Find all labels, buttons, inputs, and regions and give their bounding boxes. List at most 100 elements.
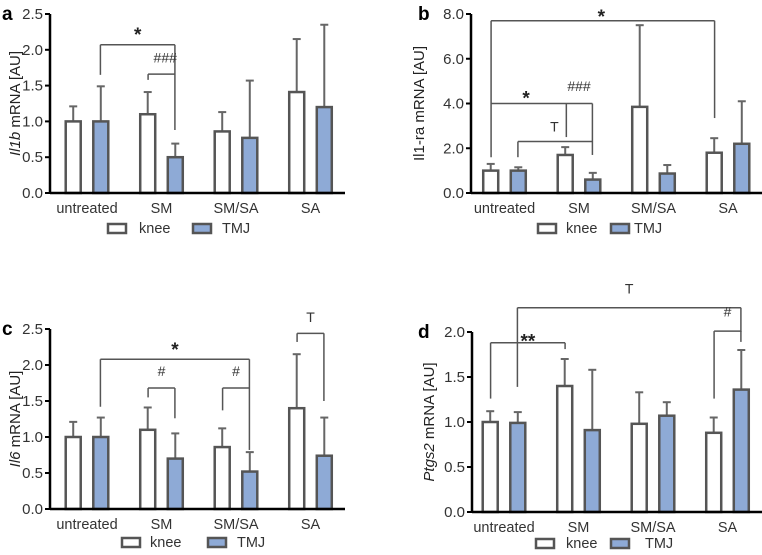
significance-label: ###	[567, 78, 591, 94]
x-tick-label: SM/SA	[631, 201, 676, 217]
bar-tmj-sm-sa	[658, 414, 676, 514]
y-tick-label: 6.0	[443, 51, 464, 68]
x-tick-label: SM	[568, 201, 590, 217]
panel-d: d Ptgs2 mRNA [AU] 0.0 0.5 1.0 1.5 2.0 untreated…	[418, 280, 762, 552]
y-tick-label: 1.0	[22, 113, 43, 130]
y-tick-label: 1.0	[22, 429, 43, 446]
bar-knee-sm-sa	[630, 105, 649, 195]
bar-knee-sm	[556, 153, 574, 195]
y-tick-label: 2.5	[22, 321, 43, 338]
y-axis-label-gene: Il6	[7, 451, 24, 468]
y-axis-label: Il1b mRNA [AU]	[7, 51, 24, 156]
significance-label: T	[306, 309, 315, 325]
bar-knee-sa	[704, 431, 723, 514]
y-tick-label: 2.0	[22, 357, 43, 374]
bar-tmj-sm-sa	[658, 172, 677, 195]
x-tick-label: SM/SA	[213, 201, 258, 217]
x-tick-label: SM	[151, 517, 173, 533]
bar-tmj-untreated	[509, 169, 528, 195]
x-tick-label: SM/SA	[213, 517, 258, 533]
significance-label: #	[158, 363, 166, 379]
bar-knee-sm	[555, 384, 574, 514]
bar-tmj-sm	[583, 428, 602, 514]
legend-swatch-knee	[106, 222, 128, 235]
y-tick-label: 0.0	[22, 501, 43, 518]
y-tick-label: 2.5	[22, 6, 43, 23]
bar-tmj-sm-sa	[241, 470, 259, 511]
legend-swatch-knee	[534, 537, 556, 550]
bar-tmj-untreated	[509, 421, 527, 514]
y-tick-label: 0.5	[22, 149, 43, 166]
legend-label-knee: knee	[139, 221, 170, 237]
x-tick-label: untreated	[474, 201, 535, 217]
legend-label-tmj: TMJ	[237, 535, 265, 551]
legend-swatch-tmj	[191, 222, 213, 235]
panel-letter: b	[418, 4, 430, 25]
y-tick-label: 2.0	[443, 140, 464, 157]
legend-swatch-tmj	[609, 222, 631, 235]
panel-letter: d	[418, 322, 430, 343]
significance-label: **	[520, 331, 535, 352]
y-tick-label: 1.5	[444, 369, 465, 386]
significance-label: *	[598, 7, 606, 28]
legend-label-tmj: TMJ	[634, 221, 662, 237]
y-tick-label: 0.0	[443, 185, 464, 202]
y-tick-label: 2.0	[444, 324, 465, 341]
bar-tmj-sm-sa	[241, 136, 259, 195]
significance-label: ###	[154, 50, 178, 66]
bar-knee-untreated	[64, 120, 82, 195]
bar-tmj-sm	[166, 457, 185, 511]
bar-tmj-untreated	[92, 435, 110, 511]
legend-swatch-knee	[120, 536, 142, 549]
bar-knee-sa	[705, 151, 723, 195]
x-tick-label: SM/SA	[630, 520, 675, 536]
bar-knee-sm	[138, 112, 157, 195]
x-tick-label: SA	[301, 201, 321, 217]
y-axis-label-unit: Il1-ra mRNA [AU]	[411, 46, 428, 161]
x-tick-label: SM	[568, 520, 590, 536]
legend-label-knee: knee	[566, 221, 597, 237]
bar-tmj-sm	[166, 155, 185, 195]
legend-swatch-knee	[536, 222, 558, 235]
legend-swatch-tmj	[206, 536, 228, 549]
significance-label: T	[625, 280, 634, 296]
x-tick-label: untreated	[56, 517, 117, 533]
x-tick-label: SM	[151, 201, 173, 217]
y-tick-label: 1.0	[444, 414, 465, 431]
y-axis-label-gene: Il1b	[7, 132, 24, 156]
legend-label-knee: knee	[150, 535, 181, 551]
y-axis-label: Il6 mRNA [AU]	[7, 371, 24, 468]
x-tick-label: SA	[718, 520, 738, 536]
bar-knee-sa	[287, 406, 306, 511]
y-tick-label: 4.0	[443, 96, 464, 113]
y-axis-label-unit: mRNA [AU]	[7, 51, 24, 132]
y-tick-label: 1.5	[22, 78, 43, 95]
bar-knee-sm-sa	[213, 445, 231, 511]
bar-knee-sm-sa	[213, 130, 231, 195]
significance-label: *	[522, 89, 530, 110]
x-tick-label: untreated	[56, 201, 117, 217]
bar-tmj-sa	[733, 142, 751, 195]
x-tick-label: SA	[301, 517, 321, 533]
y-tick-label: 0.0	[22, 185, 43, 202]
bar-tmj-sa	[732, 388, 751, 514]
y-tick-label: 1.5	[22, 393, 43, 410]
significance-label: #	[724, 304, 732, 320]
bar-knee-sm-sa	[630, 422, 648, 514]
bar-knee-untreated	[481, 420, 499, 514]
y-axis-label-unit: mRNA [AU]	[421, 362, 438, 443]
bar-knee-sm	[138, 428, 157, 511]
legend-label-tmj: TMJ	[222, 221, 250, 237]
bar-tmj-sa	[315, 105, 334, 195]
panel-a: a Il1b mRNA [AU] 0.0 0.5 1.0 1.5 2.0 2.5 untreat…	[2, 4, 345, 237]
y-axis-label: Ptgs2 mRNA [AU]	[421, 362, 438, 481]
bar-knee-sa	[287, 90, 306, 195]
x-tick-label: untreated	[473, 520, 534, 536]
legend-swatch-tmj	[609, 537, 631, 550]
panel-c: c Il6 mRNA [AU] 0.0 0.5 1.0 1.5 2.0 2.5 untreate…	[2, 309, 345, 551]
y-axis-label-unit: mRNA [AU]	[7, 371, 24, 452]
legend-label-tmj: TMJ	[645, 536, 673, 552]
y-tick-label: 0.0	[444, 504, 465, 521]
y-axis-label: Il1-ra mRNA [AU]	[411, 46, 428, 161]
